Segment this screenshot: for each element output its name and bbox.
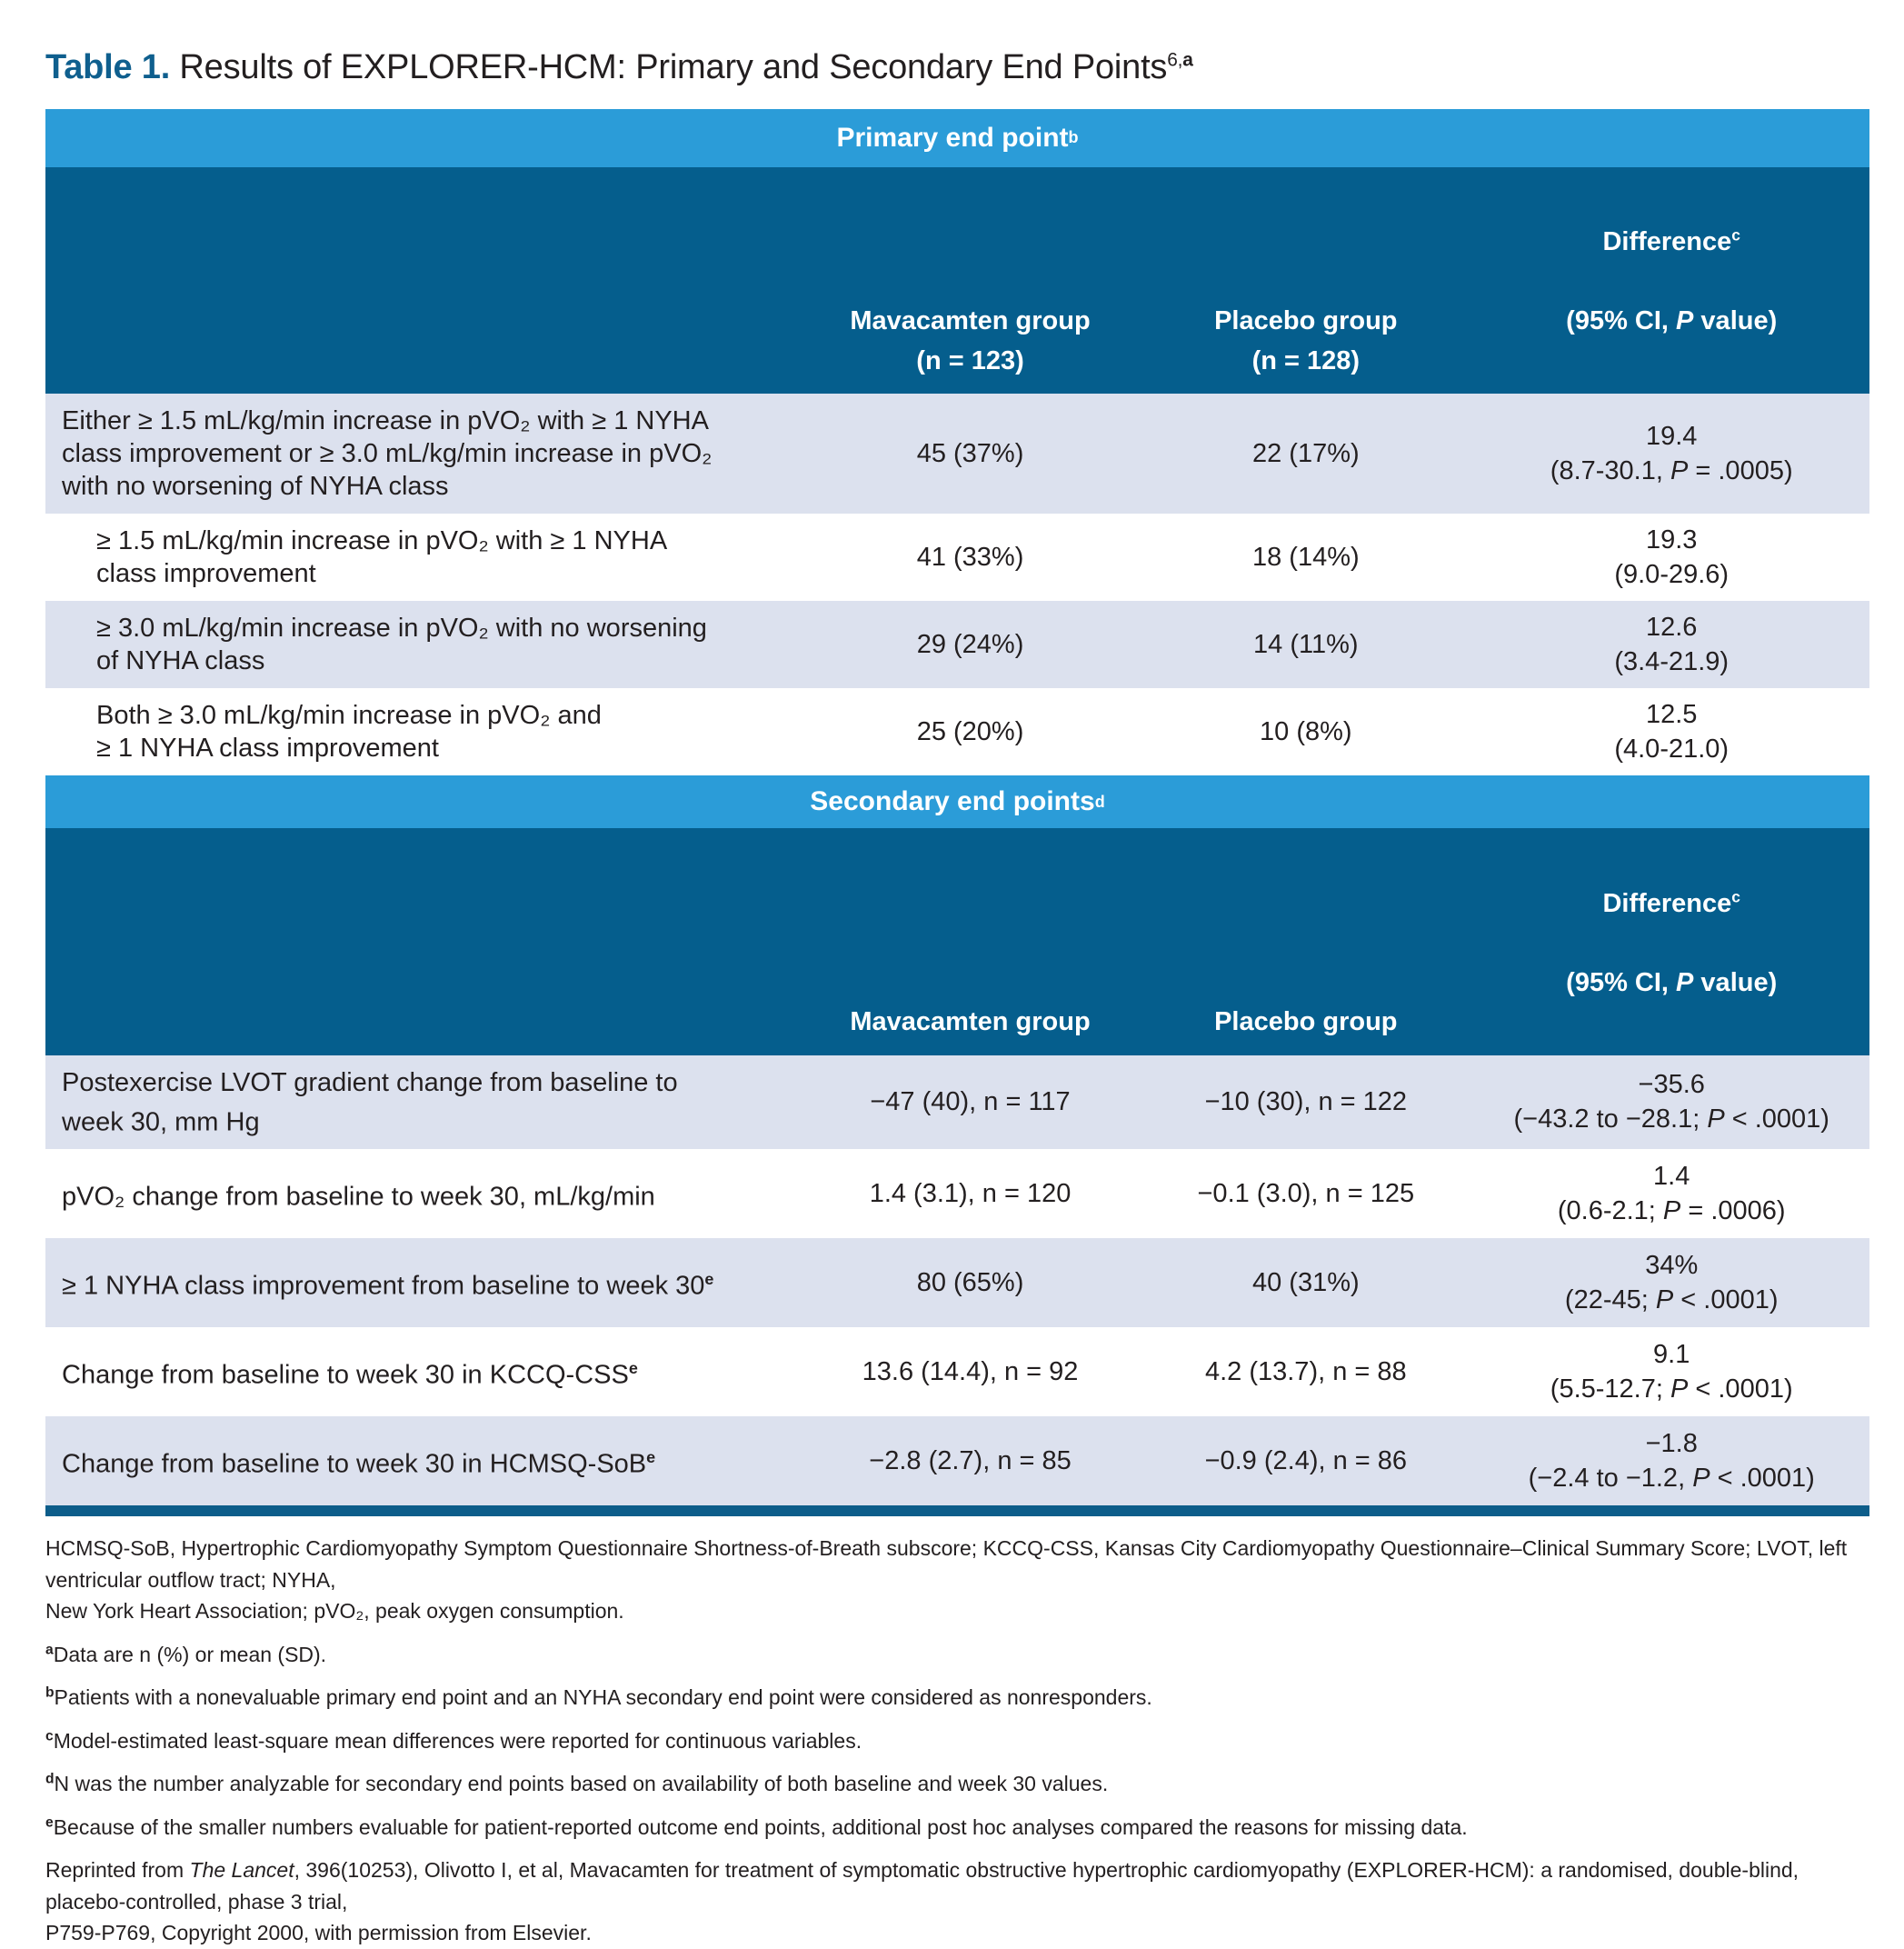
difference-value: 19.4 (8.7-30.1, P = .0005) (1550, 422, 1793, 486)
placebo-value: −0.1 (3.0), n = 125 (1197, 1179, 1415, 1209)
table-row: Either ≥ 1.5 mL/kg/min increase in pVO₂ … (45, 394, 1869, 515)
results-table: Primary end point b Mavacamten group (n =… (45, 108, 1869, 1517)
mavacamten-value: 80 (65%) (916, 1268, 1024, 1298)
col-header-mavacamten: Mavacamten group (850, 1007, 1091, 1037)
mavacamten-value: −47 (40), n = 117 (870, 1087, 1071, 1117)
footnote-c: cModel-estimated least-square mean diffe… (45, 1728, 862, 1753)
footnote-d: dN was the number analyzable for seconda… (45, 1771, 1109, 1796)
primary-endpoint-band: Primary end point b (45, 108, 1869, 167)
endpoint-label: ≥ 1.5 mL/kg/min increase in pVO₂ with ≥ … (96, 526, 668, 589)
abbreviations-footnote: HCMSQ-SoB, Hypertrophic Cardiomyopathy S… (45, 1536, 1848, 1624)
table-row: ≥ 1.5 mL/kg/min increase in pVO₂ with ≥ … (45, 514, 1869, 602)
placebo-value: −10 (30), n = 122 (1204, 1087, 1408, 1117)
mavacamten-value: 25 (20%) (916, 717, 1024, 747)
placebo-value: 22 (17%) (1251, 439, 1360, 469)
table-title-superscript: 6,a (1167, 49, 1193, 71)
footnotes: HCMSQ-SoB, Hypertrophic Cardiomyopathy S… (45, 1533, 1869, 1949)
footnote-b: bPatients with a nonevaluable primary en… (45, 1684, 1152, 1710)
mavacamten-value: −2.8 (2.7), n = 85 (869, 1446, 1072, 1476)
difference-value: 19.3 (9.0-29.6) (1614, 525, 1730, 590)
endpoint-label: Either ≥ 1.5 mL/kg/min increase in pVO₂ … (62, 406, 713, 502)
col-header-difference: Differencec (95% CI, P value) (1566, 886, 1778, 997)
placebo-value: 18 (14%) (1251, 543, 1360, 573)
mavacamten-value: 29 (24%) (916, 630, 1024, 660)
table-row: Postexercise LVOT gradient change from b… (45, 1054, 1869, 1150)
endpoint-label: Both ≥ 3.0 mL/kg/min increase in pVO₂ an… (96, 701, 602, 764)
table-number: Table 1. (45, 48, 171, 86)
table-title-text: Results of EXPLORER-HCM: Primary and Sec… (170, 48, 1168, 86)
table-bottom-rule (45, 1505, 1869, 1517)
table-row: Both ≥ 3.0 mL/kg/min increase in pVO₂ an… (45, 688, 1869, 776)
placebo-value: 40 (31%) (1251, 1268, 1360, 1298)
difference-value: 12.6 (3.4-21.9) (1614, 613, 1730, 677)
endpoint-label: Postexercise LVOT gradient change from b… (62, 1067, 678, 1137)
primary-header-row: Mavacamten group (n = 123) Placebo group… (45, 166, 1869, 395)
header-empty-cell (45, 1021, 802, 1043)
endpoint-label: pVO₂ change from baseline to week 30, mL… (62, 1183, 655, 1213)
endpoint-label: Change from baseline to week 30 in HCMSQ… (62, 1448, 656, 1480)
difference-value: 12.5 (4.0-21.0) (1614, 700, 1730, 765)
endpoint-label: ≥ 1 NYHA class improvement from baseline… (62, 1270, 714, 1302)
table-row: pVO₂ change from baseline to week 30, mL… (45, 1149, 1869, 1239)
difference-value: 9.1 (5.5-12.7; P < .0001) (1550, 1340, 1793, 1404)
table-row: ≥ 3.0 mL/kg/min increase in pVO₂ with no… (45, 601, 1869, 689)
endpoint-label: ≥ 3.0 mL/kg/min increase in pVO₂ with no… (96, 614, 707, 676)
col-header-placebo: Placebo group (n = 128) (1214, 306, 1398, 375)
footnote-e: eBecause of the smaller numbers evaluabl… (45, 1814, 1468, 1839)
reprint-credit: Reprinted from The Lancet, 396(10253), O… (45, 1858, 1799, 1945)
header-empty-cell (45, 359, 802, 381)
endpoint-label: Change from baseline to week 30 in KCCQ-… (62, 1359, 638, 1391)
mavacamten-value: 13.6 (14.4), n = 92 (862, 1357, 1079, 1387)
table-row: ≥ 1 NYHA class improvement from baseline… (45, 1238, 1869, 1328)
mavacamten-value: 1.4 (3.1), n = 120 (869, 1179, 1072, 1209)
table-row: Change from baseline to week 30 in KCCQ-… (45, 1327, 1869, 1417)
difference-value: −35.6 (−43.2 to −28.1; P < .0001) (1513, 1070, 1829, 1134)
placebo-value: 10 (8%) (1260, 717, 1352, 747)
placebo-value: −0.9 (2.4), n = 86 (1204, 1446, 1408, 1476)
secondary-endpoints-band: Secondary end points d (45, 775, 1869, 829)
difference-value: 1.4 (0.6-2.1; P = .0006) (1557, 1162, 1786, 1226)
col-header-mavacamten: Mavacamten group (n = 123) (850, 306, 1091, 375)
difference-value: 34% (22-45; P < .0001) (1564, 1251, 1779, 1315)
mavacamten-value: 41 (33%) (916, 543, 1024, 573)
placebo-value: 14 (11%) (1253, 630, 1359, 660)
col-header-difference: Differencec (95% CI, P value) (1566, 225, 1778, 336)
placebo-value: 4.2 (13.7), n = 88 (1204, 1357, 1407, 1387)
mavacamten-value: 45 (37%) (916, 439, 1024, 469)
table-title: Table 1. Results of EXPLORER-HCM: Primar… (0, 0, 1904, 89)
secondary-header-row: Mavacamten group Placebo group Differenc… (45, 828, 1869, 1055)
difference-value: −1.8 (−2.4 to −1.2, P < .0001) (1528, 1429, 1815, 1494)
footnote-a: aData are n (%) or mean (SD). (45, 1642, 327, 1666)
col-header-placebo: Placebo group (1214, 1007, 1398, 1037)
table-row: Change from baseline to week 30 in HCMSQ… (45, 1416, 1869, 1506)
